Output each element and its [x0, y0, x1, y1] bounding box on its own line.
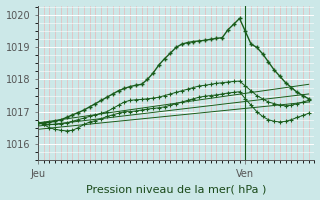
X-axis label: Pression niveau de la mer( hPa ): Pression niveau de la mer( hPa ): [86, 184, 266, 194]
